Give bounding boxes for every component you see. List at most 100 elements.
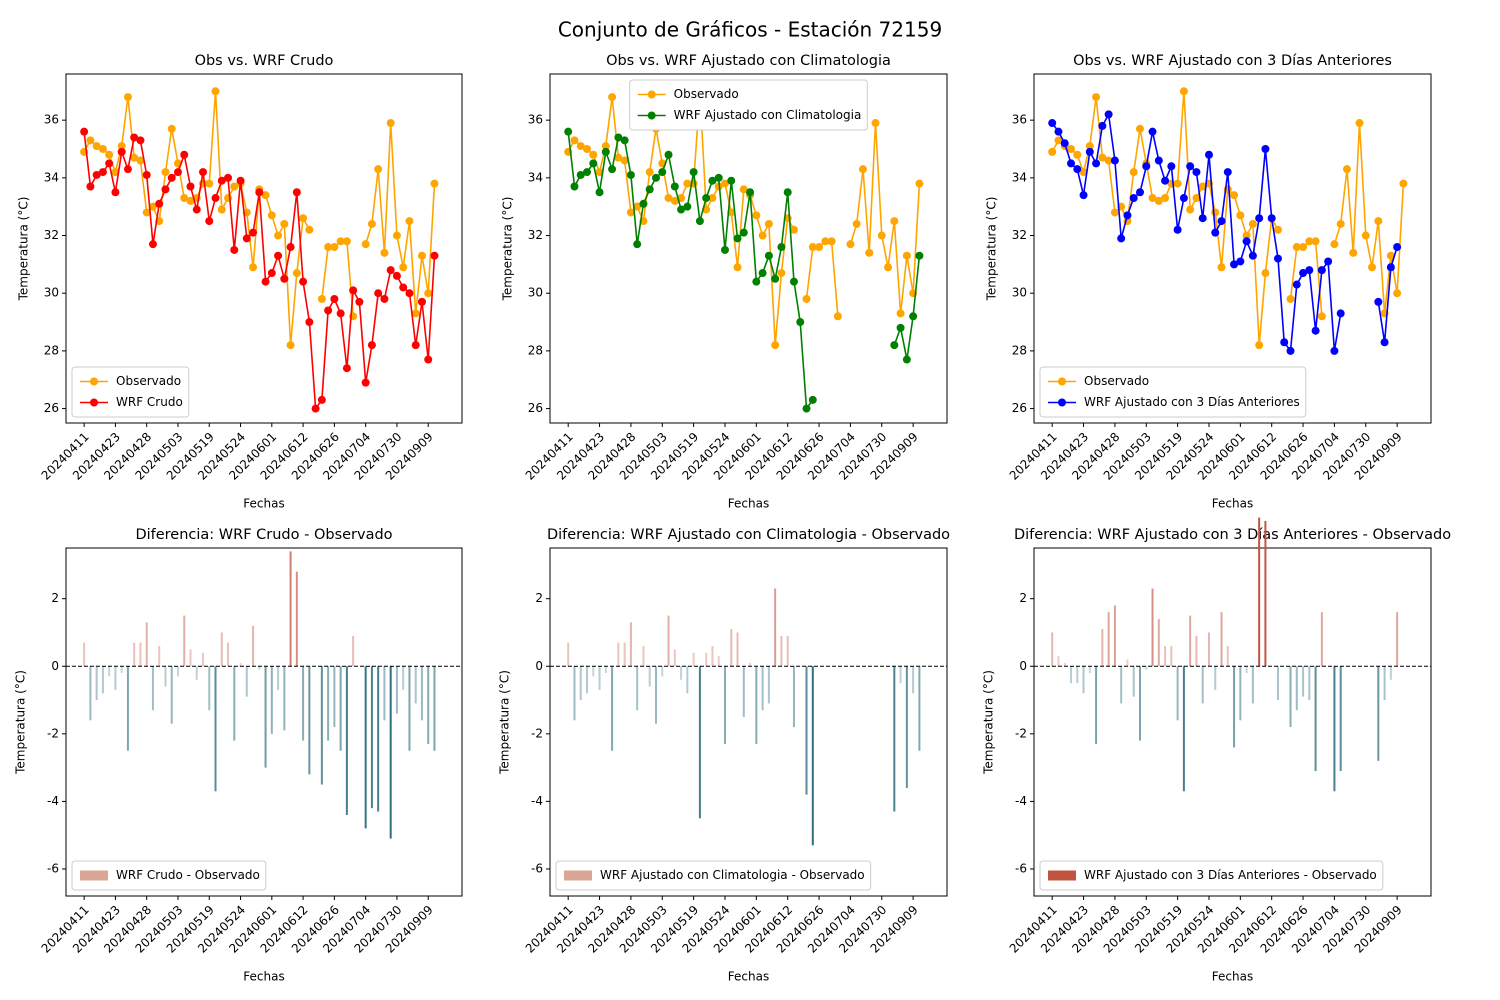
bar xyxy=(1126,659,1129,667)
bar xyxy=(339,666,342,751)
bar xyxy=(1295,666,1298,711)
series-marker xyxy=(98,144,107,153)
legend-label: WRF Ajustado con Climatologia xyxy=(674,108,862,122)
bar xyxy=(648,666,651,687)
series-marker xyxy=(1336,219,1345,228)
bar xyxy=(592,666,595,677)
subplot: Diferencia: WRF Crudo - Observado Fechas T… xyxy=(14,527,463,984)
series-marker xyxy=(1261,144,1270,153)
y-tick-label: 0 xyxy=(535,659,543,673)
bar xyxy=(208,666,211,711)
series-marker xyxy=(626,208,635,217)
y-tick-label: 32 xyxy=(528,228,543,242)
series-marker xyxy=(620,156,629,165)
legend-swatch-marker xyxy=(1058,398,1066,407)
bar xyxy=(389,666,392,839)
bar xyxy=(642,645,645,667)
series-marker xyxy=(1299,243,1308,252)
series-marker xyxy=(1380,338,1389,347)
series-marker xyxy=(1192,194,1201,203)
series-marker xyxy=(1186,205,1195,214)
series-marker xyxy=(130,153,139,162)
series-marker xyxy=(702,194,711,203)
bar xyxy=(420,666,423,721)
series-marker xyxy=(1110,156,1119,165)
series-marker xyxy=(576,142,585,151)
x-axis-label: Fechas xyxy=(243,970,284,984)
series-marker xyxy=(645,185,654,194)
series-marker xyxy=(1085,142,1094,151)
series-marker xyxy=(739,228,748,237)
series-marker xyxy=(658,168,667,177)
legend-label: WRF Ajustado con Climatologia - Observad… xyxy=(600,868,865,882)
series-marker xyxy=(405,217,414,226)
bar xyxy=(433,666,436,751)
series-marker xyxy=(111,188,120,197)
series-marker xyxy=(1311,237,1320,246)
bar xyxy=(108,666,111,677)
series-marker xyxy=(1104,156,1113,165)
series-marker xyxy=(896,309,905,318)
bar xyxy=(377,666,380,812)
series-marker xyxy=(583,168,592,177)
series-marker xyxy=(1129,194,1138,203)
series-marker xyxy=(1148,127,1157,136)
x-axis-label: Fechas xyxy=(1212,497,1253,511)
y-tick-label: 0 xyxy=(1019,659,1027,673)
y-tick-label: 30 xyxy=(44,286,59,300)
series-marker xyxy=(1386,251,1395,260)
bar xyxy=(233,666,236,741)
series-marker xyxy=(148,202,157,211)
bar xyxy=(214,666,217,792)
legend-label: Observado xyxy=(674,87,739,101)
bar xyxy=(83,642,86,667)
bar xyxy=(780,635,783,667)
series-marker xyxy=(1173,179,1182,188)
bar xyxy=(383,666,386,721)
series-marker xyxy=(261,277,270,286)
series-marker xyxy=(299,214,308,223)
series-marker xyxy=(249,263,258,272)
series-marker xyxy=(1117,234,1126,243)
bar xyxy=(1057,656,1060,667)
series-marker xyxy=(386,266,395,275)
series-marker xyxy=(411,309,420,318)
series-marker xyxy=(380,248,389,257)
bar xyxy=(227,642,230,667)
bar xyxy=(1076,666,1079,684)
series-marker xyxy=(399,283,408,292)
legend-label: WRF Ajustado con 3 Días Anteriores - Obs… xyxy=(1084,868,1377,882)
series-marker xyxy=(670,196,679,205)
bar xyxy=(1195,635,1198,667)
series-marker xyxy=(1073,165,1082,174)
series-marker xyxy=(608,165,617,174)
series-marker xyxy=(136,156,145,165)
series-marker xyxy=(1179,87,1188,96)
series-marker xyxy=(161,185,170,194)
legend-box xyxy=(71,860,267,891)
bar xyxy=(164,666,167,687)
legend-box xyxy=(1039,366,1307,418)
series-marker xyxy=(1393,289,1402,298)
series-marker xyxy=(614,133,623,142)
series-marker xyxy=(242,234,251,243)
series-marker xyxy=(1173,225,1182,234)
series-marker xyxy=(86,136,95,145)
bar xyxy=(264,666,267,768)
series-marker xyxy=(789,277,798,286)
series-marker xyxy=(1110,208,1119,217)
y-tick-label: 30 xyxy=(528,286,543,300)
bar xyxy=(686,666,689,694)
bar xyxy=(811,666,814,846)
bar xyxy=(717,656,720,667)
bar xyxy=(579,666,582,701)
series-marker xyxy=(708,176,717,185)
series-marker xyxy=(1317,266,1326,275)
series-marker xyxy=(570,182,579,191)
y-tick-label: 26 xyxy=(44,401,59,415)
series-marker xyxy=(620,136,629,145)
series-marker xyxy=(1305,266,1314,275)
series-marker xyxy=(758,269,767,278)
bar xyxy=(623,642,626,667)
bar xyxy=(604,666,607,674)
